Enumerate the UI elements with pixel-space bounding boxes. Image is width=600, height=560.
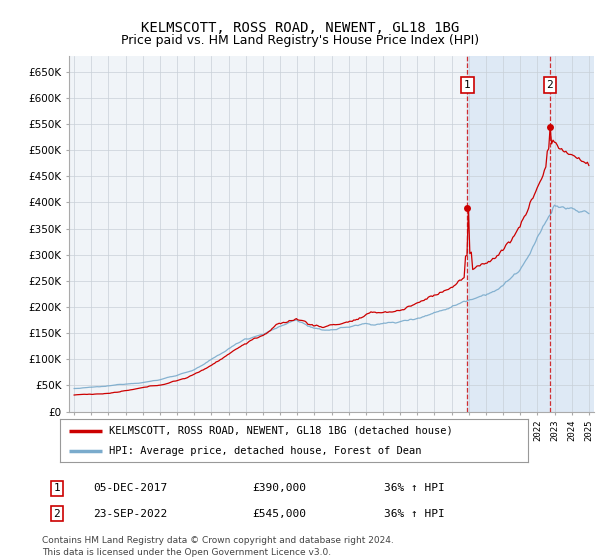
Text: £545,000: £545,000 — [252, 508, 306, 519]
Text: Price paid vs. HM Land Registry's House Price Index (HPI): Price paid vs. HM Land Registry's House … — [121, 34, 479, 46]
Text: 05-DEC-2017: 05-DEC-2017 — [93, 483, 167, 493]
Text: 2: 2 — [547, 80, 553, 90]
Text: This data is licensed under the Open Government Licence v3.0.: This data is licensed under the Open Gov… — [42, 548, 331, 557]
Bar — [467, 56, 598, 412]
Text: 2: 2 — [53, 508, 61, 519]
Text: 1: 1 — [464, 80, 471, 90]
Text: Contains HM Land Registry data © Crown copyright and database right 2024.: Contains HM Land Registry data © Crown c… — [42, 536, 394, 545]
Text: 36% ↑ HPI: 36% ↑ HPI — [384, 508, 445, 519]
Text: 36% ↑ HPI: 36% ↑ HPI — [384, 483, 445, 493]
Text: HPI: Average price, detached house, Forest of Dean: HPI: Average price, detached house, Fore… — [109, 446, 422, 455]
Text: KELMSCOTT, ROSS ROAD, NEWENT, GL18 1BG: KELMSCOTT, ROSS ROAD, NEWENT, GL18 1BG — [141, 21, 459, 35]
Text: 23-SEP-2022: 23-SEP-2022 — [93, 508, 167, 519]
Text: 1: 1 — [53, 483, 61, 493]
Text: £390,000: £390,000 — [252, 483, 306, 493]
Text: KELMSCOTT, ROSS ROAD, NEWENT, GL18 1BG (detached house): KELMSCOTT, ROSS ROAD, NEWENT, GL18 1BG (… — [109, 426, 453, 436]
